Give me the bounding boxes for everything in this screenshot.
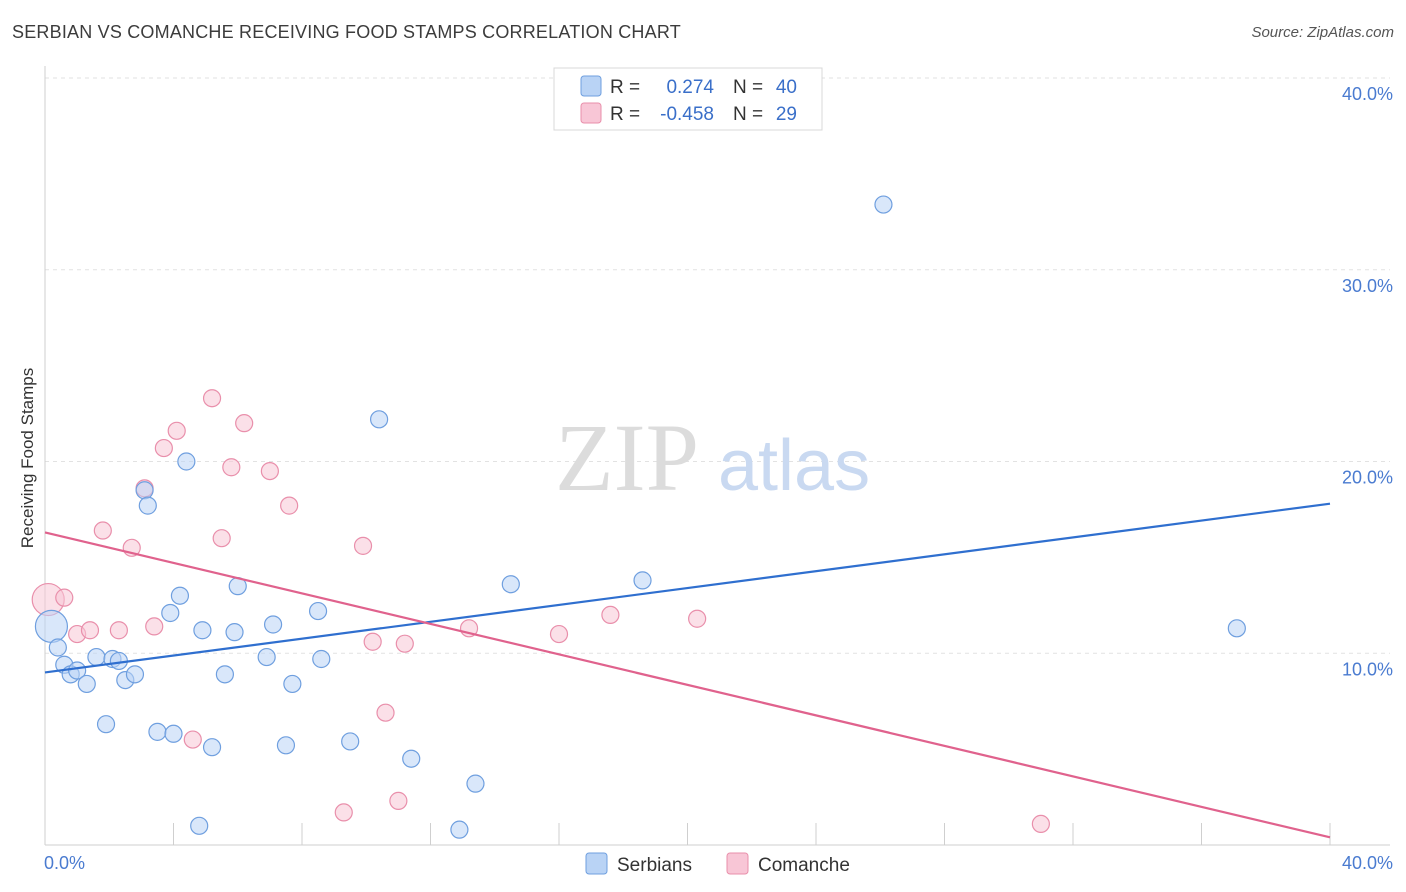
bottom-legend-swatch-serbians[interactable]: [585, 852, 608, 875]
serbians-point-22: [215, 665, 234, 684]
serbians-point-0: [34, 609, 69, 644]
comanche-point-17: [280, 496, 299, 515]
legend-r-label-comanche: R =: [610, 104, 640, 125]
comanche-points: [31, 389, 1050, 834]
comanche-point-20: [363, 632, 382, 651]
comanche-point-14: [222, 458, 241, 477]
serbians-point-38: [874, 195, 893, 214]
serbians-point-37: [633, 571, 652, 590]
comanche-trend-line: [44, 531, 1331, 839]
serbians-point-32: [370, 410, 389, 429]
bottom-legend-label-comanche[interactable]: Comanche: [758, 855, 850, 876]
y-axis-title: Receiving Food Stamps: [18, 368, 37, 548]
serbians-point-28: [283, 674, 302, 694]
comanche-point-4: [93, 521, 112, 540]
legend-swatch-comanche: [580, 102, 602, 124]
legend: R = 0.274 N = 40 R = -0.458 N = 29: [553, 67, 823, 131]
watermark: ZIP atlas: [555, 404, 870, 511]
serbians-trend-line: [44, 502, 1331, 674]
legend-r-label-serbians: R =: [610, 77, 640, 98]
legend-swatch-serbians: [580, 75, 602, 97]
serbians-point-35: [466, 774, 485, 793]
comanche-point-11: [183, 730, 202, 749]
serbians-point-39: [1227, 619, 1246, 638]
y-tick-label-3: 40.0%: [1342, 84, 1393, 104]
comanche-point-19: [353, 536, 373, 555]
comanche-point-27: [688, 609, 707, 628]
comanche-point-8: [145, 617, 164, 636]
serbians-point-25: [257, 647, 276, 667]
serbians-point-4: [68, 661, 87, 680]
grid-lines: [45, 77, 1390, 654]
serbians-point-31: [341, 732, 360, 751]
comanche-point-26: [601, 605, 620, 625]
serbians-point-19: [190, 816, 209, 835]
serbians-point-16: [164, 724, 183, 743]
comanche-point-21: [376, 703, 395, 722]
watermark-zip: ZIP: [555, 404, 699, 511]
comanche-point-16: [260, 461, 279, 481]
bottom-legend: Serbians Comanche: [585, 852, 850, 876]
serbians-point-5: [77, 674, 96, 694]
comanche-point-23: [395, 634, 414, 653]
comanche-point-5: [109, 621, 128, 640]
trend-lines: [44, 502, 1331, 839]
y-tick-label-1: 20.0%: [1342, 468, 1393, 488]
comanche-point-1: [55, 588, 74, 607]
serbians-point-14: [148, 722, 167, 741]
serbians-point-30: [312, 649, 331, 669]
serbians-point-11: [125, 665, 145, 684]
comanche-point-9: [154, 438, 173, 458]
x-tick-label-0: 0.0%: [44, 853, 85, 873]
source-label[interactable]: Source: ZipAtlas.com: [1251, 24, 1394, 41]
serbians-points: [34, 195, 1246, 839]
comanche-point-13: [212, 529, 231, 548]
serbians-point-15: [161, 603, 180, 623]
comanche-point-18: [334, 803, 353, 822]
legend-r-value-serbians: 0.274: [666, 77, 714, 98]
serbians-point-17: [170, 586, 190, 605]
serbians-point-23: [225, 623, 244, 642]
serbians-point-21: [202, 738, 222, 757]
y-tick-label-2: 30.0%: [1342, 276, 1393, 296]
comanche-point-25: [549, 624, 569, 644]
y-tick-label-0: 10.0%: [1342, 659, 1393, 679]
watermark-atlas: atlas: [718, 426, 870, 506]
comanche-point-22: [389, 791, 408, 810]
comanche-point-28: [1031, 814, 1050, 834]
legend-n-label-comanche: N =: [733, 104, 763, 125]
bottom-legend-label-serbians[interactable]: Serbians: [617, 855, 692, 876]
serbians-point-36: [501, 575, 520, 594]
serbians-point-26: [263, 615, 283, 634]
chart-title: SERBIAN VS COMANCHE RECEIVING FOOD STAMP…: [12, 22, 681, 42]
serbians-point-12: [135, 481, 154, 500]
comanche-point-3: [80, 621, 100, 640]
comanche-point-12: [202, 389, 222, 408]
serbians-point-1: [48, 638, 67, 657]
axes: [44, 66, 1390, 846]
serbians-point-7: [96, 715, 116, 734]
serbians-point-29: [308, 601, 328, 621]
comanche-point-10: [167, 421, 186, 440]
legend-r-value-comanche: -0.458: [660, 104, 714, 125]
legend-n-value-serbians: 40: [776, 77, 797, 98]
x-tick-label-1: 40.0%: [1342, 853, 1393, 873]
serbians-point-34: [450, 820, 469, 839]
serbians-point-13: [138, 496, 157, 515]
legend-n-value-comanche: 29: [776, 104, 797, 125]
tick-labels: 10.0% 20.0% 30.0% 40.0% 0.0% 40.0%: [44, 84, 1393, 873]
comanche-point-15: [235, 414, 254, 433]
bottom-legend-swatch-comanche[interactable]: [726, 852, 749, 875]
serbians-point-6: [87, 647, 106, 667]
serbians-point-20: [193, 621, 212, 640]
serbians-point-33: [402, 749, 421, 768]
serbians-point-18: [177, 452, 196, 471]
serbians-point-27: [276, 736, 296, 755]
legend-n-label-serbians: N =: [733, 77, 763, 98]
